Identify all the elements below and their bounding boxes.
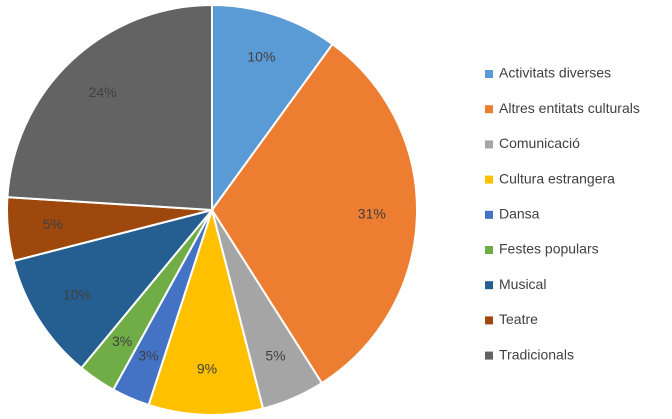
legend-label: Teatre [499, 311, 538, 327]
legend-swatch [485, 140, 493, 149]
data-label: 10% [63, 286, 91, 302]
legend-label: Comunicació [499, 135, 580, 151]
legend-swatch [485, 281, 493, 290]
legend-swatch [485, 210, 493, 219]
pie-slice [211, 3, 334, 214]
pie-slice [12, 208, 215, 370]
legend-label: Altres entitats culturals [499, 100, 640, 116]
data-label: 9% [197, 361, 217, 377]
data-label: 5% [43, 216, 63, 232]
legend-swatch [485, 105, 493, 114]
legend-label: Tradicionals [499, 346, 574, 362]
legend-swatch [485, 246, 493, 254]
pie-slice [210, 42, 418, 385]
data-label: 24% [89, 84, 117, 100]
data-label: 3% [138, 347, 158, 363]
pie-slice [147, 206, 265, 416]
pie-slice [6, 3, 213, 212]
data-label: 10% [247, 49, 275, 65]
legend-swatch [485, 351, 493, 360]
data-label: 31% [358, 206, 386, 222]
legend-label: Activitats diverses [499, 65, 611, 81]
data-label: 5% [265, 347, 285, 363]
legend-swatch [485, 175, 493, 184]
legend-label: Musical [499, 276, 546, 292]
legend-label: Festes populars [499, 241, 599, 257]
data-label: 3% [112, 333, 132, 349]
legend-swatch [485, 70, 493, 78]
legend-swatch [485, 316, 493, 325]
legend-label: Dansa [499, 206, 540, 222]
legend-label: Cultura estrangera [499, 170, 615, 186]
